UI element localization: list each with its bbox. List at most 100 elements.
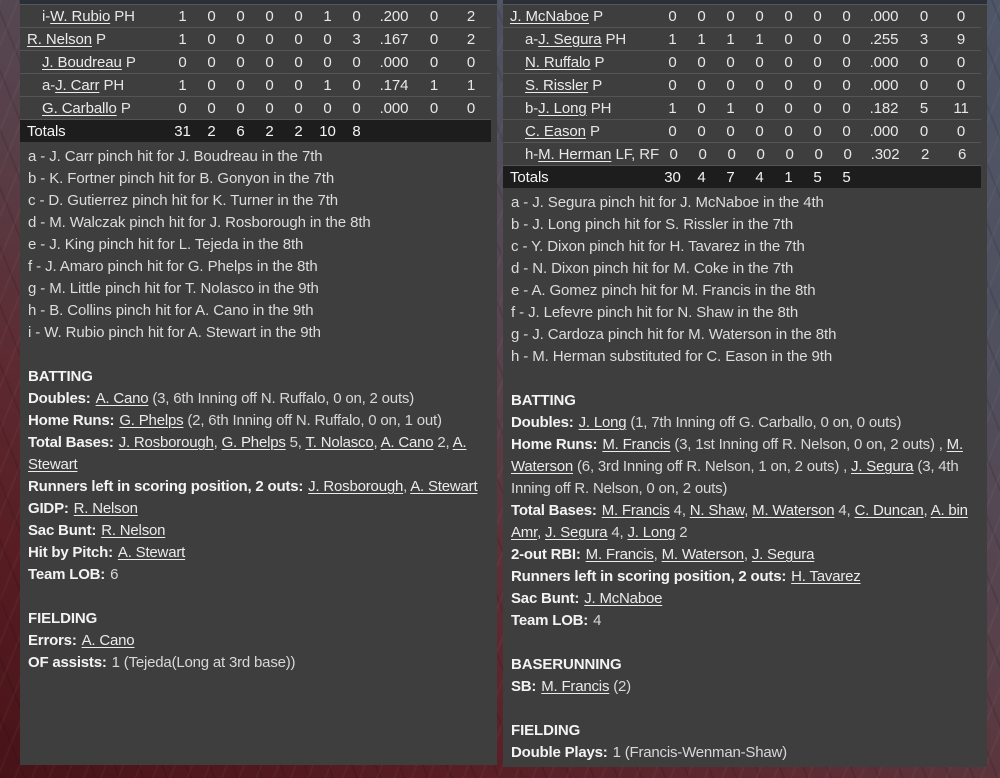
stat-line: OF assists: 1 (Tejeda(Long at 3rd base)): [28, 652, 489, 674]
player-link[interactable]: S. Rissler: [525, 76, 589, 94]
stat-label: Total Bases:: [511, 502, 597, 519]
batter-name-cell: S. Rissler P: [503, 77, 658, 94]
player-link[interactable]: A. Stewart: [410, 478, 478, 495]
player-link[interactable]: G. Phelps: [119, 412, 184, 429]
substitution-note: g - J. Cardoza pinch hit for M. Waterson…: [511, 326, 837, 343]
player-link[interactable]: J. Segura: [538, 30, 602, 48]
player-link[interactable]: J. McNaboe: [584, 590, 663, 607]
stat-line: Home Runs: M. Francis (3, 1st Inning off …: [511, 434, 979, 500]
position-label: P: [590, 53, 605, 71]
substitution-note: b - K. Fortner pinch hit for B. Gonyon i…: [28, 170, 335, 187]
stat-cell: .000: [379, 53, 409, 71]
stat-cell: 0: [813, 30, 822, 48]
player-link[interactable]: A. Stewart: [28, 434, 467, 473]
position-label: P: [91, 30, 106, 48]
stat-cell: 0: [668, 122, 677, 140]
stat-cell: 0: [755, 76, 764, 94]
player-link[interactable]: M. Francis: [541, 678, 610, 695]
stat-label: Hit by Pitch:: [28, 544, 113, 561]
player-link[interactable]: M. Herman: [538, 145, 612, 163]
stat-cell: 3: [352, 30, 361, 48]
player-link[interactable]: J. Boudreau: [42, 53, 122, 71]
player-link[interactable]: C. Eason: [525, 122, 586, 140]
player-link[interactable]: A. Cano: [380, 434, 434, 451]
substitution-note: a - J. Carr pinch hit for J. Boudreau in…: [28, 148, 323, 165]
player-link[interactable]: R. Nelson: [27, 30, 92, 48]
player-link[interactable]: J. Rosborough: [308, 478, 404, 495]
position-label: PH: [586, 99, 612, 117]
stat-line: Double Plays: 1 (Francis-Wenman-Shaw): [511, 742, 979, 764]
stat-cell: 1: [668, 30, 677, 48]
player-link[interactable]: R. Nelson: [73, 500, 138, 517]
player-link[interactable]: J. Carr: [55, 76, 100, 94]
stat-cell: .000: [869, 76, 899, 94]
player-link[interactable]: G. Phelps: [221, 434, 286, 451]
player-link[interactable]: M. Waterson: [661, 546, 744, 563]
stat-cell: .182: [869, 99, 899, 117]
stat-cell: 0: [323, 30, 332, 48]
totals-cell: 5: [813, 168, 822, 186]
stat-cell: 0: [178, 53, 187, 71]
stat-cell: 0: [236, 76, 245, 94]
stat-cell: 0: [178, 99, 187, 117]
batter-row: J. McNaboe P 0 0 0 0 0 0 0 .000 0 0: [503, 5, 981, 28]
stat-label: Team LOB:: [511, 612, 589, 629]
stat-cell: 0: [726, 76, 735, 94]
player-link[interactable]: A. Stewart: [117, 544, 186, 561]
player-link[interactable]: H. Tavarez: [791, 568, 861, 585]
stat-label: 2-out RBI:: [511, 546, 581, 563]
player-link[interactable]: M. Waterson: [752, 502, 835, 519]
stat-cell: 0: [697, 76, 706, 94]
position-label: P: [121, 53, 136, 71]
player-link[interactable]: A. Cano: [95, 390, 149, 407]
player-link[interactable]: W. Rubio: [50, 7, 111, 25]
player-link[interactable]: M. Waterson: [511, 436, 963, 475]
stat-cell: 0: [294, 7, 303, 25]
player-link[interactable]: M. Francis: [585, 546, 654, 563]
stat-cell: 0: [814, 145, 823, 163]
player-link[interactable]: J. Rosborough: [118, 434, 214, 451]
stat-cell: 0: [813, 99, 822, 117]
player-link[interactable]: M. Francis: [602, 436, 671, 453]
stat-text: 2,: [433, 434, 453, 451]
batter-row: a-J. Segura PH 1 1 1 1 0 0 0 .255 3 9: [503, 28, 981, 51]
player-link[interactable]: C. Duncan: [854, 502, 924, 519]
player-link[interactable]: A. bin Amr: [511, 502, 968, 541]
stat-cell: 0: [919, 76, 929, 94]
stats-section: FIELDING Errors: A. Cano OF assists: 1 (Teje…: [20, 608, 497, 674]
substitution-note: a - J. Segura pinch hit for J. McNaboe i…: [511, 194, 824, 211]
stat-line: Sac Bunt: J. McNaboe: [511, 588, 979, 610]
player-link[interactable]: J. Segura: [751, 546, 815, 563]
player-link[interactable]: J. Segura: [851, 458, 914, 475]
stat-label: Sac Bunt:: [28, 522, 97, 539]
player-link[interactable]: N. Shaw: [689, 502, 745, 519]
stat-cell: 11: [953, 99, 969, 117]
player-link[interactable]: A. Cano: [81, 632, 135, 649]
player-link[interactable]: R. Nelson: [101, 522, 166, 539]
totals-cell: 5: [842, 168, 851, 186]
stat-cell: 3: [919, 30, 929, 48]
stat-line: Team LOB: 6: [28, 564, 489, 586]
player-link[interactable]: J. McNaboe: [510, 7, 590, 25]
stat-cell: 1: [466, 76, 476, 94]
batter-name-cell: J. Boudreau P: [20, 54, 168, 71]
stat-cell: 0: [843, 145, 852, 163]
player-link[interactable]: M. Francis: [601, 502, 670, 519]
stat-text: ,: [213, 434, 222, 451]
substitution-notes: a - J. Carr pinch hit for J. Boudreau in…: [20, 146, 497, 344]
stat-line: Hit by Pitch: A. Stewart: [28, 542, 489, 564]
totals-cell: 2: [207, 122, 216, 140]
player-link[interactable]: T. Nolasco: [305, 434, 374, 451]
player-link[interactable]: N. Ruffalo: [525, 53, 591, 71]
stat-label: Double Plays:: [511, 744, 608, 761]
player-link[interactable]: J. Long: [538, 99, 587, 117]
position-label: P: [588, 76, 603, 94]
stat-cell: 0: [429, 53, 439, 71]
substitution-letter: a-: [42, 76, 56, 94]
player-link[interactable]: J. Segura: [545, 524, 608, 541]
stats-section: BATTING Doubles: J. Long (1, 7th Inning of…: [503, 390, 987, 632]
player-link[interactable]: J. Long: [627, 524, 676, 541]
stat-line: Doubles: A. Cano (3, 6th Inning off N. Ru…: [28, 388, 489, 410]
player-link[interactable]: G. Carballo: [42, 99, 117, 117]
player-link[interactable]: J. Long: [578, 414, 627, 431]
